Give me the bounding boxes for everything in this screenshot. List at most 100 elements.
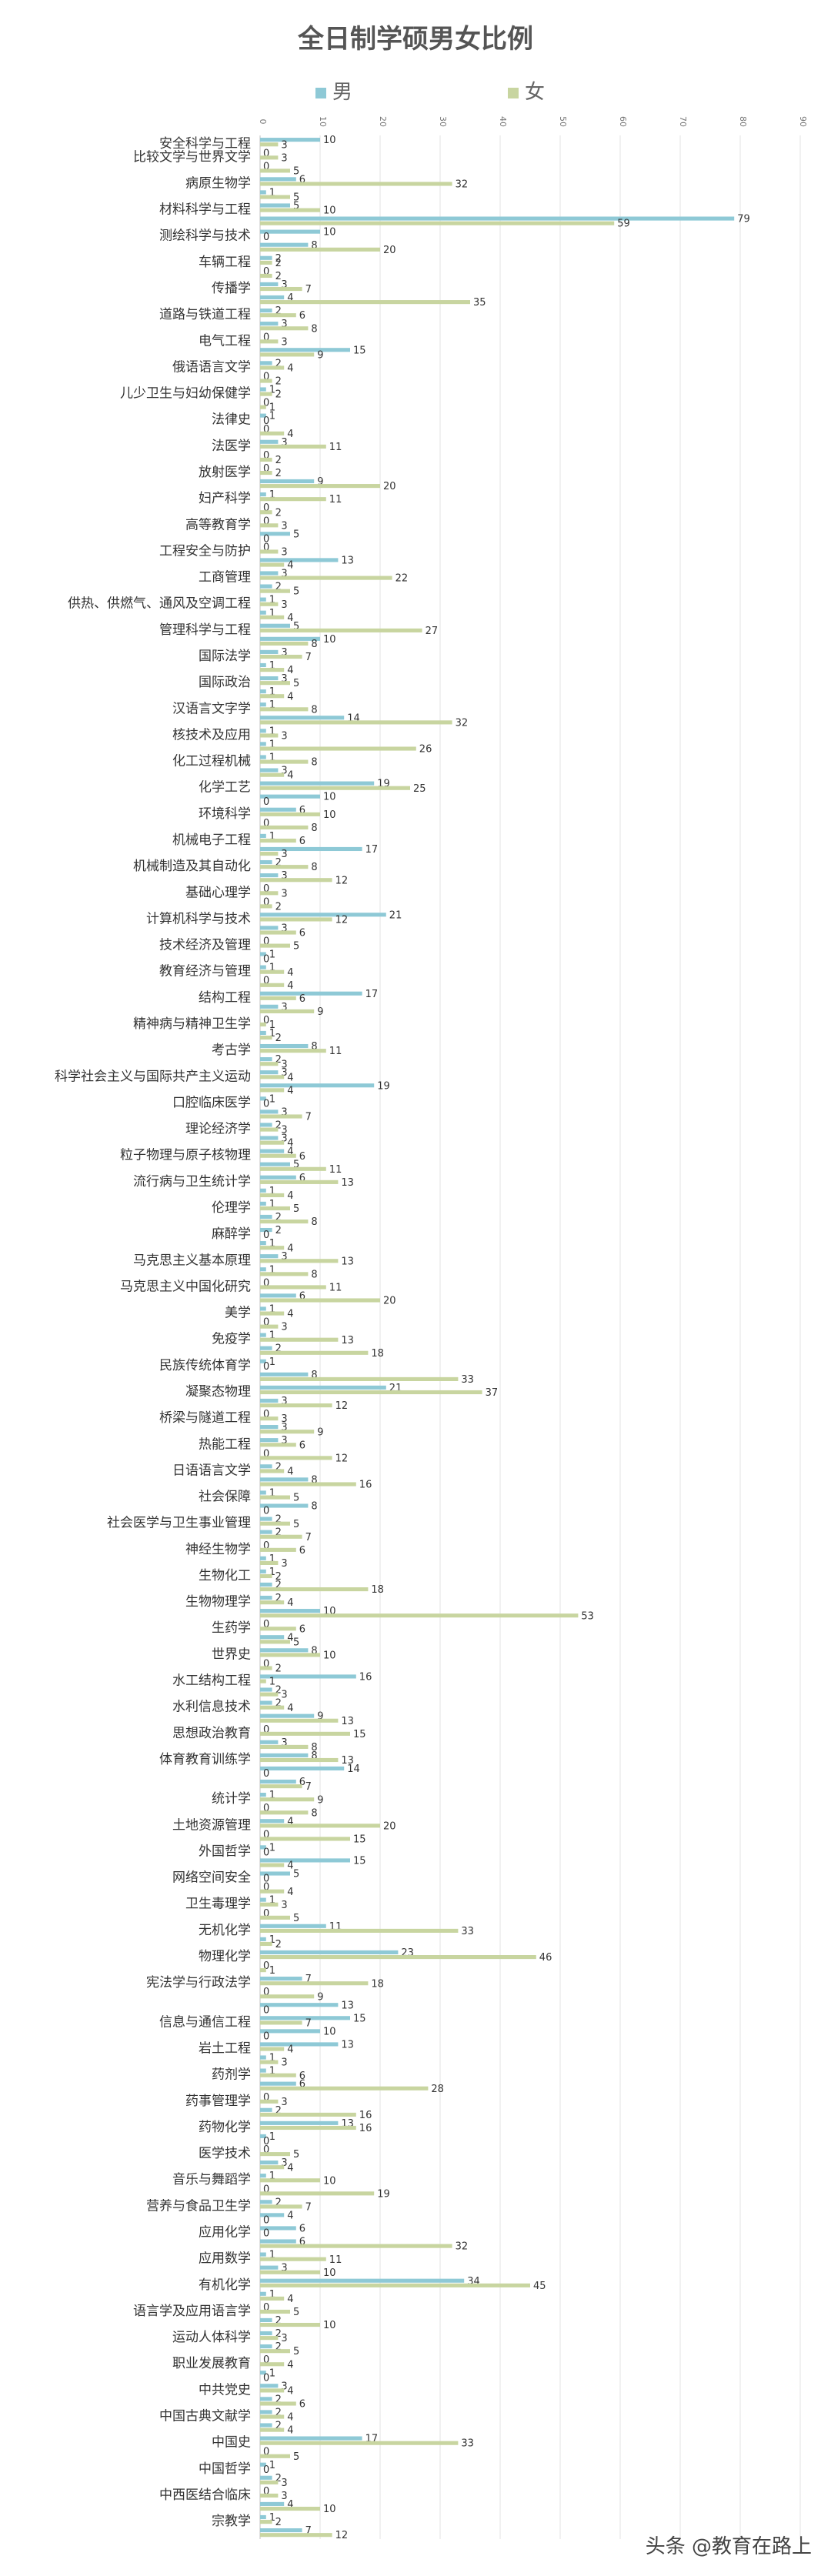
bar-female xyxy=(260,2401,296,2406)
data-label-female: 2 xyxy=(275,1939,282,1950)
data-label-male: 5 xyxy=(293,621,299,632)
bar-female xyxy=(260,1705,285,1710)
data-label-male: 2 xyxy=(275,253,282,265)
data-label-male: 3 xyxy=(281,673,287,685)
data-label-female: 4 xyxy=(287,429,293,440)
data-label-female: 11 xyxy=(329,494,342,506)
data-label-female: 2 xyxy=(275,376,282,388)
bar-female xyxy=(260,1350,369,1355)
data-label-female: 7 xyxy=(305,2017,312,2029)
category-label: 药事管理学 xyxy=(185,2094,251,2109)
bar-female xyxy=(260,668,285,672)
bar-female xyxy=(260,615,285,619)
bar-female xyxy=(260,1534,302,1539)
data-label-male: 0 xyxy=(263,1882,269,1894)
data-label-female: 0 xyxy=(263,232,269,243)
bar-male xyxy=(260,1713,315,1718)
category-label: 国际法学 xyxy=(199,649,251,664)
category-label: 供热、供燃气、通风及空调工程 xyxy=(68,596,251,612)
data-label-female: 13 xyxy=(341,1335,354,1346)
legend-swatch-male xyxy=(315,88,326,98)
data-label-male: 7 xyxy=(305,1974,312,1985)
bar-male xyxy=(260,2410,272,2414)
data-label-female: 7 xyxy=(305,1112,312,1123)
bar-male xyxy=(260,2161,279,2165)
data-label-female: 4 xyxy=(287,1085,293,1096)
bar-male xyxy=(260,2003,339,2007)
data-label-female: 6 xyxy=(299,993,305,1005)
bar-male xyxy=(260,1043,309,1049)
category-label: 技术经济及管理 xyxy=(159,938,251,953)
data-label-female: 3 xyxy=(281,2478,287,2489)
category-label: 麻醉学 xyxy=(212,1226,251,1242)
bar-female xyxy=(260,1220,309,1224)
data-label-male: 1 xyxy=(269,187,275,199)
bar-female xyxy=(260,825,309,830)
bar-female xyxy=(260,891,279,896)
bar-female xyxy=(260,1692,279,1697)
gridlines xyxy=(259,135,801,2539)
data-label-female: 4 xyxy=(287,1597,293,1609)
bar-female xyxy=(260,247,380,252)
bar-female xyxy=(260,2244,452,2248)
data-label-female: 2 xyxy=(275,468,282,479)
data-label-female: 16 xyxy=(359,2123,372,2134)
data-label-male: 0 xyxy=(263,1409,269,1420)
bar-male xyxy=(260,1136,279,1140)
bar-female xyxy=(260,2414,285,2419)
data-label-female: 2 xyxy=(275,901,282,913)
bar-male xyxy=(260,2371,266,2375)
data-label-male: 1 xyxy=(269,726,275,737)
data-label-female: 1 xyxy=(269,1965,275,1977)
bar-male xyxy=(260,1372,309,1376)
bar-female xyxy=(260,1731,350,1736)
bar-male xyxy=(260,2107,272,2112)
data-label-female: 4 xyxy=(287,691,293,702)
data-label-female: 6 xyxy=(299,928,305,939)
data-label-female: 3 xyxy=(281,336,287,348)
x-tick-label: 80 xyxy=(738,116,748,127)
bar-male xyxy=(260,1359,266,1363)
bar-male xyxy=(260,1070,279,1075)
bar-male xyxy=(260,1214,272,1220)
bar-male xyxy=(260,203,290,208)
data-label-female: 8 xyxy=(311,704,317,716)
data-label-male: 17 xyxy=(365,989,379,1000)
data-label-male: 9 xyxy=(317,476,323,488)
category-label: 无机化学 xyxy=(199,1923,251,1938)
data-label-male: 3 xyxy=(281,1106,287,1118)
data-label-female: 4 xyxy=(287,2359,293,2371)
bar-female xyxy=(260,2296,285,2301)
bar-female xyxy=(260,142,279,147)
bar-male xyxy=(260,216,735,221)
data-label-female: 33 xyxy=(461,1374,474,1386)
bar-female xyxy=(260,365,285,370)
data-label-male: 0 xyxy=(263,2092,269,2104)
bar-male xyxy=(260,1425,279,1430)
data-label-male: 3 xyxy=(281,2157,287,2169)
data-label-female: 4 xyxy=(287,1138,293,1150)
category-label: 外国哲学 xyxy=(199,1844,251,1859)
data-label-female: 10 xyxy=(323,2504,336,2515)
x-tick-label: 50 xyxy=(558,116,568,127)
data-label-male: 13 xyxy=(341,2039,354,2050)
data-label-female: 1 xyxy=(269,1677,275,1688)
data-label-male: 1 xyxy=(269,1304,275,1316)
bar-female xyxy=(260,1915,290,1920)
data-label-female: 9 xyxy=(317,1991,323,2003)
bar-female xyxy=(260,1797,315,1802)
data-label-female: 18 xyxy=(371,1584,384,1596)
data-label-male: 2 xyxy=(275,1593,282,1604)
bar-female xyxy=(260,812,320,816)
category-label: 伦理学 xyxy=(212,1200,251,1216)
bar-male xyxy=(260,348,350,352)
data-label-female: 3 xyxy=(281,1900,287,1911)
bar-male xyxy=(260,2514,266,2520)
data-label-male: 6 xyxy=(299,2237,305,2248)
data-label-female: 3 xyxy=(281,1322,287,1333)
category-label: 放射医学 xyxy=(199,465,251,480)
data-label-male: 6 xyxy=(299,2223,305,2234)
data-label-male: 0 xyxy=(263,1987,269,1998)
data-label-female: 3 xyxy=(281,2057,287,2069)
chart-title: 全日制学硕男女比例 xyxy=(297,24,533,55)
